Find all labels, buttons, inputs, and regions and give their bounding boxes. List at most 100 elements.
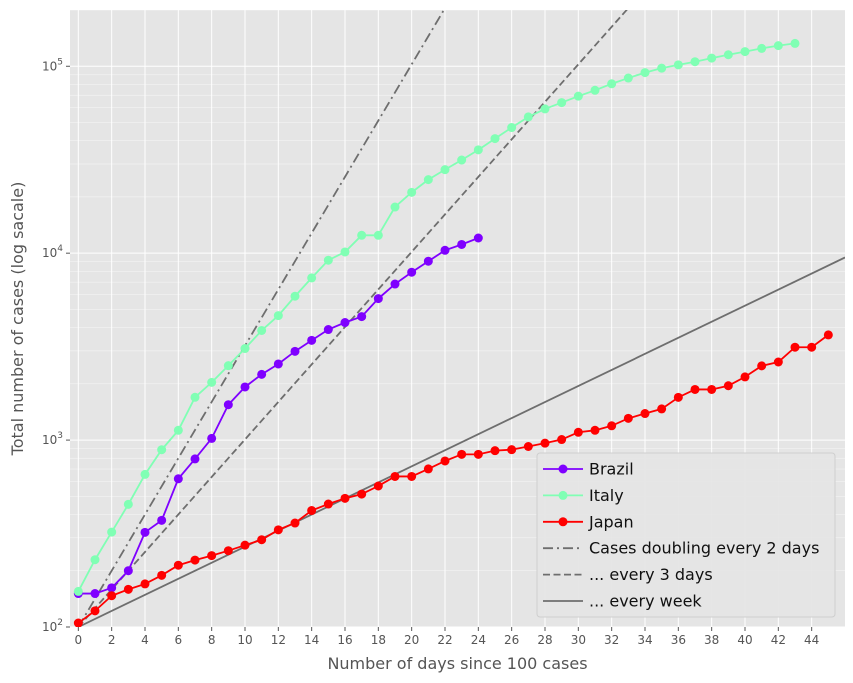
data-point-brazil — [440, 245, 450, 255]
data-point-italy — [107, 527, 117, 537]
data-point-italy — [557, 98, 567, 108]
y-tick-exponent: 5 — [57, 57, 63, 67]
x-tick-label: 0 — [75, 633, 83, 647]
x-tick-label: 16 — [337, 633, 352, 647]
x-tick-label: 12 — [271, 633, 286, 647]
y-axis-label: Total number of cases (log sacale) — [8, 182, 27, 457]
legend: Brazil Italy Japan Cases doubling every 2 d… — [536, 452, 836, 618]
data-point-japan — [307, 506, 317, 516]
data-point-italy — [723, 50, 733, 60]
data-point-japan — [723, 381, 733, 391]
y-tick-label: 103 — [42, 431, 63, 447]
data-point-italy — [140, 469, 150, 479]
data-point-japan — [757, 361, 767, 371]
data-point-japan — [590, 425, 600, 435]
x-tick-label: 34 — [637, 633, 652, 647]
data-point-japan — [73, 618, 83, 627]
y-tick-label: 105 — [42, 57, 63, 73]
data-point-italy — [773, 41, 783, 51]
series-group — [73, 10, 845, 627]
data-point-italy — [407, 187, 417, 197]
data-point-brazil — [407, 267, 417, 277]
data-point-italy — [523, 112, 533, 122]
data-point-brazil — [257, 369, 267, 379]
data-point-brazil — [90, 589, 100, 599]
data-point-japan — [573, 427, 583, 437]
data-point-japan — [740, 372, 750, 382]
data-point-italy — [323, 255, 333, 265]
x-tick-label: 30 — [571, 633, 586, 647]
data-point-italy — [207, 377, 217, 387]
data-point-italy — [173, 425, 183, 435]
data-point-italy — [357, 230, 367, 240]
data-point-japan — [540, 438, 550, 448]
data-point-italy — [440, 165, 450, 175]
data-point-brazil — [240, 382, 250, 392]
data-point-japan — [190, 555, 200, 565]
x-tick-label: 8 — [208, 633, 216, 647]
data-point-italy — [123, 499, 133, 509]
data-point-japan — [290, 518, 300, 528]
data-point-italy — [290, 291, 300, 301]
data-point-japan — [440, 456, 450, 466]
legend-marker-italy — [558, 490, 568, 500]
data-point-japan — [323, 499, 333, 509]
x-tick-label: 2 — [108, 633, 116, 647]
y-tick-label: 102 — [42, 618, 63, 634]
y-tick-exponent: 3 — [57, 431, 63, 441]
data-point-brazil — [357, 312, 367, 322]
x-tick-label: 22 — [437, 633, 452, 647]
data-point-brazil — [340, 318, 350, 328]
data-point-brazil — [207, 433, 217, 443]
legend-label: Cases doubling every 2 days — [589, 539, 819, 558]
legend-marker-japan — [558, 517, 568, 527]
data-point-japan — [207, 551, 217, 561]
x-tick-label: 28 — [537, 633, 552, 647]
data-point-brazil — [390, 279, 400, 289]
data-point-italy — [590, 85, 600, 95]
x-tick-label: 14 — [304, 633, 319, 647]
data-point-japan — [373, 481, 383, 491]
data-point-japan — [640, 409, 650, 419]
data-point-italy — [257, 325, 267, 335]
x-tick-label: 20 — [404, 633, 419, 647]
data-point-italy — [73, 586, 83, 596]
y-tick-base: 10 — [42, 620, 57, 634]
data-point-japan — [157, 570, 167, 580]
data-point-italy — [273, 311, 283, 321]
series-line-japan — [77, 334, 829, 624]
data-point-japan — [140, 579, 150, 589]
data-point-brazil — [223, 400, 233, 410]
data-point-brazil — [457, 239, 467, 249]
legend-marker-brazil — [558, 464, 568, 474]
data-point-italy — [473, 145, 483, 155]
data-point-japan — [673, 392, 683, 402]
data-point-italy — [623, 73, 633, 83]
x-tick-label: 38 — [704, 633, 719, 647]
data-point-japan — [557, 435, 567, 445]
data-point-italy — [607, 79, 617, 89]
data-point-italy — [223, 361, 233, 371]
x-tick-label: 24 — [471, 633, 486, 647]
legend-box — [536, 452, 836, 618]
y-tick-base: 10 — [42, 59, 57, 73]
data-point-japan — [407, 471, 417, 481]
data-point-italy — [340, 247, 350, 257]
x-tick-label: 10 — [237, 633, 252, 647]
data-point-italy — [573, 91, 583, 101]
data-point-japan — [623, 413, 633, 423]
data-point-brazil — [373, 294, 383, 304]
data-point-japan — [807, 342, 817, 352]
data-point-brazil — [140, 527, 150, 537]
series-line-every-3-days — [77, 10, 628, 627]
data-point-brazil — [157, 515, 167, 525]
x-tick-label: 26 — [504, 633, 519, 647]
data-point-brazil — [423, 256, 433, 266]
data-point-japan — [223, 546, 233, 556]
data-point-japan — [507, 445, 517, 455]
data-point-italy — [673, 60, 683, 70]
data-point-italy — [690, 57, 700, 67]
data-point-japan — [107, 591, 117, 601]
series-line-every-week — [77, 256, 845, 627]
